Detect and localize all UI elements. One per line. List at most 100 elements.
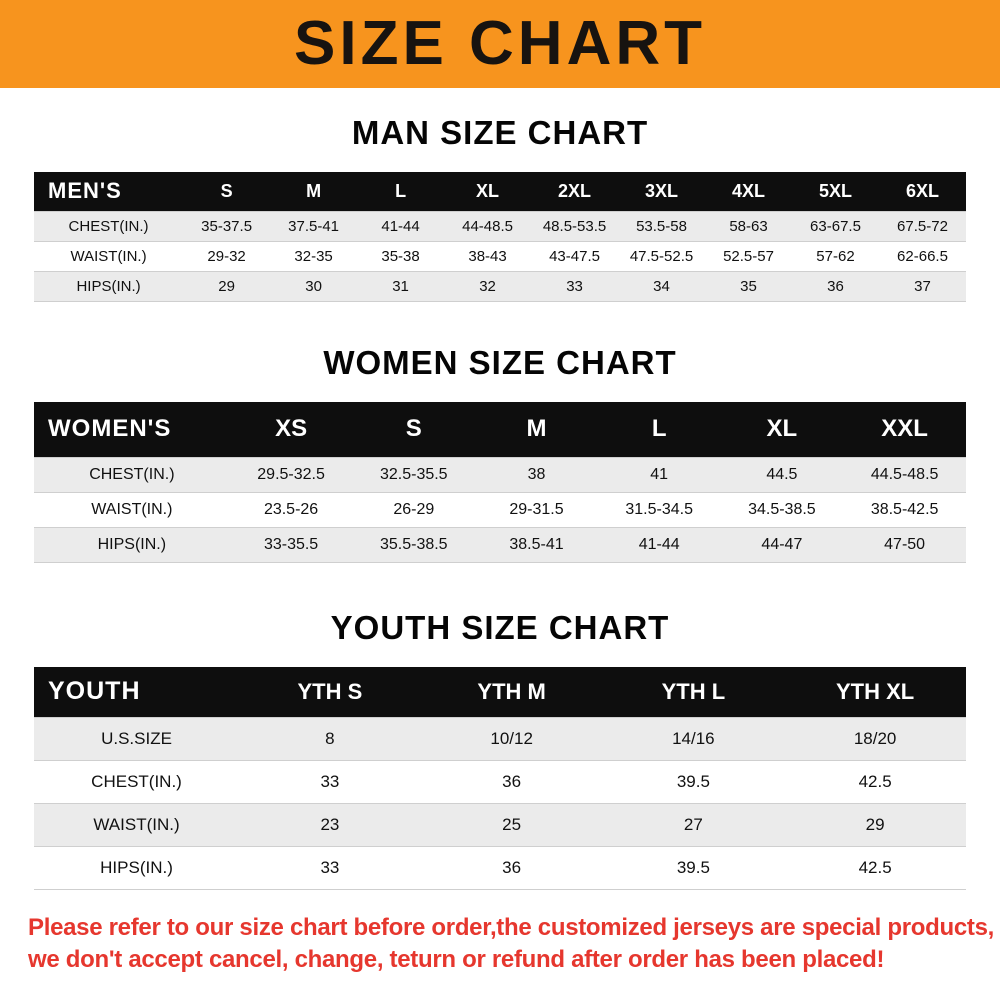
- size-column-header: M: [270, 172, 358, 211]
- banner-title: SIZE CHART: [294, 9, 706, 78]
- size-column-header: XL: [444, 172, 532, 211]
- size-value: 36: [792, 270, 879, 302]
- size-column-header: S: [352, 401, 476, 458]
- size-value: 63-67.5: [792, 210, 879, 242]
- size-value: 38.5-41: [475, 527, 598, 563]
- size-value: 62-66.5: [878, 240, 966, 272]
- size-value: 44.5: [720, 457, 844, 493]
- size-value: 35.5-38.5: [352, 527, 476, 563]
- size-value: 41-44: [597, 527, 721, 563]
- size-value: 36: [420, 759, 603, 804]
- size-value: 32: [444, 270, 532, 302]
- size-value: 35: [705, 270, 792, 302]
- size-value: 35-37.5: [183, 210, 271, 242]
- size-value: 35-38: [357, 240, 445, 272]
- size-value: 37.5-41: [270, 210, 358, 242]
- youth-size-table: YOUTH YTH S YTH M YTH L YTH XL U.S.SIZE 8 10/12…: [34, 667, 966, 890]
- size-value: 33: [239, 759, 421, 804]
- size-value: 38-43: [444, 240, 532, 272]
- size-value: 43-47.5: [531, 240, 619, 272]
- size-value: 57-62: [792, 240, 879, 272]
- size-value: 53.5-58: [618, 210, 706, 242]
- size-value: 34: [618, 270, 706, 302]
- size-value: 23: [239, 802, 421, 847]
- youth-size-chart-title: YOUTH SIZE CHART: [330, 609, 670, 646]
- measurement-label: HIPS(IN.): [34, 527, 230, 563]
- man-size-chart-section: MAN SIZE CHART MEN'S S M L XL 2XL 3XL 4XL 5XL 6XL…: [0, 114, 1000, 302]
- table-corner-label: MEN'S: [34, 172, 184, 211]
- size-chart-content: MAN SIZE CHART MEN'S S M L XL 2XL 3XL 4XL 5XL 6XL…: [0, 114, 1000, 890]
- table-row: WAIST(IN.) 29-32 32-35 35-38 38-43 43-47.5 47.…: [34, 240, 966, 272]
- size-value: 47-50: [843, 527, 966, 563]
- size-value: 42.5: [784, 759, 966, 804]
- size-value: 47.5-52.5: [618, 240, 706, 272]
- size-column-header: 2XL: [531, 172, 619, 211]
- size-value: 10/12: [420, 716, 603, 761]
- size-chart-banner: SIZE CHART: [0, 0, 1000, 88]
- size-value: 29-31.5: [475, 492, 598, 528]
- table-row: CHEST(IN.) 35-37.5 37.5-41 41-44 44-48.5 48.5…: [34, 210, 966, 242]
- table-header-row: MEN'S S M L XL 2XL 3XL 4XL 5XL 6XL: [34, 172, 966, 211]
- youth-size-chart-section: YOUTH SIZE CHART YOUTH YTH S YTH M YTH L YTH…: [0, 609, 1000, 890]
- size-value: 27: [602, 802, 785, 847]
- size-value: 29.5-32.5: [229, 457, 353, 493]
- size-value: 25: [420, 802, 603, 847]
- size-column-header: S: [183, 172, 271, 211]
- disclaimer-line-1: Please refer to our size chart before or…: [28, 913, 994, 941]
- size-value: 44-48.5: [444, 210, 532, 242]
- size-value: 29-32: [183, 240, 271, 272]
- size-value: 41-44: [357, 210, 445, 242]
- measurement-label: WAIST(IN.): [34, 802, 240, 847]
- size-column-header: YTH S: [239, 667, 421, 717]
- measurement-label: WAIST(IN.): [34, 240, 184, 272]
- size-value: 39.5: [602, 759, 785, 804]
- table-row: HIPS(IN.) 33-35.5 35.5-38.5 38.5-41 41-44 44-…: [34, 527, 966, 563]
- size-value: 52.5-57: [705, 240, 792, 272]
- size-value: 38: [475, 457, 598, 493]
- women-size-table: WOMEN'S XS S M L XL XXL CHEST(IN.) 29.5-32.5 32.5…: [34, 401, 966, 563]
- size-value: 33: [239, 845, 421, 890]
- size-value: 36: [420, 845, 603, 890]
- measurement-label: HIPS(IN.): [34, 845, 240, 890]
- table-row: CHEST(IN.) 29.5-32.5 32.5-35.5 38 41 44.5 44.5…: [34, 457, 966, 493]
- size-value: 44.5-48.5: [843, 457, 966, 493]
- table-row: CHEST(IN.) 33 36 39.5 42.5: [34, 759, 966, 804]
- measurement-label: CHEST(IN.): [34, 759, 240, 804]
- size-value: 37: [878, 270, 966, 302]
- size-column-header: M: [475, 401, 598, 458]
- man-size-table: MEN'S S M L XL 2XL 3XL 4XL 5XL 6XL CHEST(IN.) 35-37…: [34, 172, 966, 302]
- table-header-row: YOUTH YTH S YTH M YTH L YTH XL: [34, 667, 966, 717]
- measurement-label: HIPS(IN.): [34, 270, 184, 302]
- size-value: 32-35: [270, 240, 358, 272]
- table-row: HIPS(IN.) 33 36 39.5 42.5: [34, 845, 966, 890]
- table-header-row: WOMEN'S XS S M L XL XXL: [34, 401, 966, 458]
- table-row: WAIST(IN.) 23.5-26 26-29 29-31.5 31.5-34.5 34…: [34, 492, 966, 528]
- size-column-header: 5XL: [792, 172, 879, 211]
- size-value: 29: [183, 270, 271, 302]
- size-value: 30: [270, 270, 358, 302]
- size-value: 23.5-26: [229, 492, 353, 528]
- size-value: 44-47: [720, 527, 844, 563]
- size-value: 18/20: [784, 716, 966, 761]
- size-value: 42.5: [784, 845, 966, 890]
- size-column-header: 6XL: [878, 172, 966, 211]
- size-value: 48.5-53.5: [531, 210, 619, 242]
- size-column-header: 4XL: [705, 172, 792, 211]
- table-corner-label: YOUTH: [34, 667, 240, 717]
- size-value: 26-29: [352, 492, 476, 528]
- size-value: 31: [357, 270, 445, 302]
- size-column-header: XXL: [843, 401, 966, 458]
- size-value: 41: [597, 457, 721, 493]
- man-size-chart-title: MAN SIZE CHART: [351, 114, 649, 151]
- size-value: 14/16: [602, 716, 785, 761]
- table-row: U.S.SIZE 8 10/12 14/16 18/20: [34, 716, 966, 761]
- size-column-header: YTH XL: [784, 667, 966, 717]
- size-value: 58-63: [705, 210, 792, 242]
- women-size-chart-title: WOMEN SIZE CHART: [323, 343, 677, 381]
- table-row: HIPS(IN.) 29 30 31 32 33 34 35 36 37: [34, 270, 966, 302]
- table-corner-label: WOMEN'S: [34, 401, 230, 458]
- size-value: 33-35.5: [229, 527, 353, 563]
- measurement-label: CHEST(IN.): [34, 457, 230, 493]
- size-value: 29: [784, 802, 966, 847]
- order-disclaimer: Please refer to our size chart before or…: [28, 912, 994, 977]
